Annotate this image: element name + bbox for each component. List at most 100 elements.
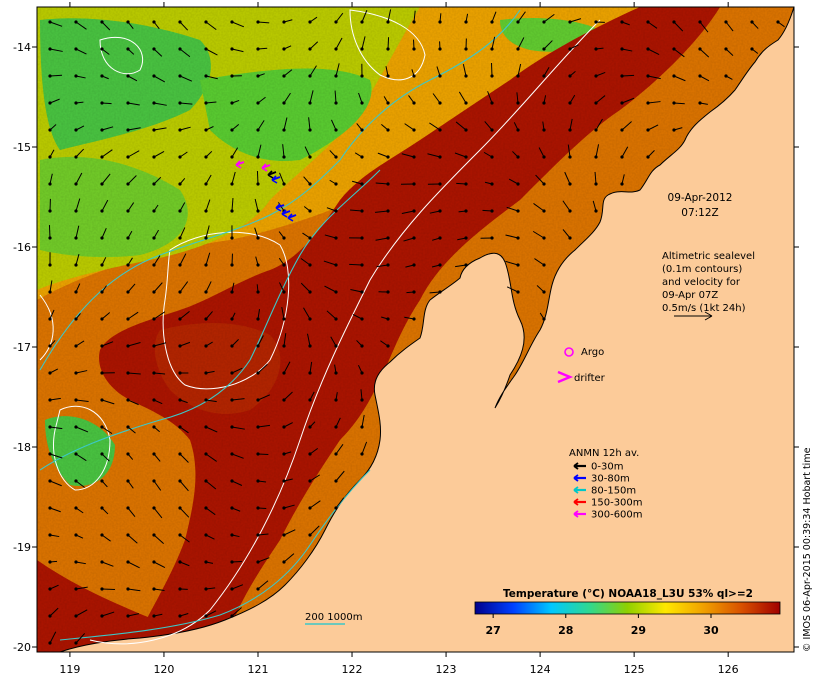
velocity-arrow-icon <box>412 39 416 51</box>
velocity-arrow-icon <box>282 69 293 78</box>
velocity-arrow-icon <box>74 370 88 375</box>
latitude-axis: -14 -15 -16 -17 -18 -19 -20 <box>13 41 799 654</box>
velocity-arrow-icon <box>126 150 140 159</box>
velocity-arrow-icon <box>48 584 59 591</box>
velocity-arrow-icon <box>568 44 579 51</box>
velocity-arrow-icon <box>646 20 658 29</box>
velocity-arrow-icon <box>256 73 265 78</box>
velocity-arrow-icon <box>646 74 661 80</box>
lon-tick-label: 121 <box>247 663 268 676</box>
mooring-arrow-icon <box>267 170 277 179</box>
velocity-arrow-icon <box>204 252 211 267</box>
velocity-arrow-icon <box>378 290 390 294</box>
velocity-arrow-icon <box>377 152 390 159</box>
velocity-arrow-icon <box>48 198 52 213</box>
velocity-arrow-icon <box>516 37 525 51</box>
velocity-arrow-icon <box>282 45 292 51</box>
velocity-arrow-icon <box>698 101 708 105</box>
velocity-arrow-icon <box>308 447 319 456</box>
velocity-arrow-icon <box>204 150 213 159</box>
velocity-arrow-icon <box>230 425 245 430</box>
colorbar-gradient <box>474 601 781 615</box>
velocity-arrow-icon <box>152 398 163 405</box>
velocity-arrow-icon <box>330 119 338 132</box>
velocity-arrow-icon <box>256 20 270 24</box>
velocity-arrow-icon <box>48 74 63 78</box>
velocity-arrow-icon <box>230 584 244 591</box>
lat-tick-label: -19 <box>13 541 31 554</box>
velocity-arrow-icon <box>230 147 239 159</box>
velocity-arrow-icon <box>672 101 685 105</box>
velocity-arrow-icon <box>126 533 138 544</box>
anmn-legend-item: 80-150m <box>573 486 636 497</box>
velocity-arrow-icon <box>594 144 600 159</box>
velocity-arrow-icon <box>178 47 191 58</box>
velocity-arrow-icon <box>152 255 161 267</box>
anmn-legend: ANMN 12h av. 0-30m30-80m80-150m150-300m3… <box>569 448 643 521</box>
velocity-arrow-icon <box>48 225 52 240</box>
lat-tick-label: -18 <box>13 441 31 454</box>
velocity-arrow-icon <box>152 101 167 106</box>
velocity-arrow-icon <box>204 479 217 490</box>
velocity-arrow-icon <box>403 236 416 242</box>
velocity-arrow-icon <box>100 479 108 488</box>
timestamp-date: 09-Apr-2012 <box>668 192 733 204</box>
velocity-arrow-icon <box>178 177 186 186</box>
velocity-arrow-icon <box>326 207 338 213</box>
velocity-arrow-icon <box>152 20 160 30</box>
velocity-arrow-icon <box>282 361 291 375</box>
velocity-arrow-icon <box>178 533 190 543</box>
velocity-arrow-icon <box>74 254 80 267</box>
velocity-arrow-icon <box>230 225 234 240</box>
contour-line <box>39 294 54 361</box>
lon-tick-label: 125 <box>624 663 645 676</box>
velocity-arrow-icon <box>178 202 186 213</box>
velocity-arrow-icon <box>178 281 189 294</box>
anmn-legend-label: 0-30m <box>591 462 623 473</box>
velocity-arrow-icon <box>256 506 267 510</box>
isobath-legend-label: 200 1000m <box>305 612 362 623</box>
velocity-arrow-icon <box>539 312 546 321</box>
altimetry-note: Altimetric sealevel (0.1m contours) and … <box>662 251 755 321</box>
velocity-arrow-icon <box>282 553 295 564</box>
velocity-arrow-icon <box>178 506 190 518</box>
velocity-arrow-icon <box>568 118 573 132</box>
velocity-arrow-icon <box>126 398 139 406</box>
velocity-arrow-icon <box>48 149 55 159</box>
velocity-arrow-icon <box>400 182 416 186</box>
velocity-arrow-icon <box>505 234 520 240</box>
velocity-arrow-icon <box>594 20 605 24</box>
velocity-arrow-icon <box>698 20 709 33</box>
velocity-arrow-icon <box>356 340 364 348</box>
velocity-arrow-icon <box>564 171 572 186</box>
velocity-arrow-icon <box>568 70 576 78</box>
anmn-legend-item: 0-30m <box>573 462 623 473</box>
velocity-arrow-icon <box>152 176 162 186</box>
velocity-arrow-icon <box>282 504 295 510</box>
velocity-arrow-icon <box>126 47 135 55</box>
velocity-arrow-icon <box>383 96 390 105</box>
velocity-arrow-icon <box>620 121 632 132</box>
velocity-arrow-icon <box>126 425 136 434</box>
velocity-arrow-icon <box>100 560 114 567</box>
velocity-arrow-icon <box>100 312 111 321</box>
velocity-arrow-icon <box>532 230 546 240</box>
velocity-arrow-icon <box>100 398 115 405</box>
isobath-line <box>39 169 381 471</box>
velocity-arrow-icon <box>308 41 319 51</box>
velocity-arrow-icon <box>386 9 392 24</box>
velocity-arrow-icon <box>48 425 63 430</box>
velocity-arrow-icon <box>568 18 582 24</box>
velocity-arrow-icon <box>100 47 110 55</box>
velocity-arrow-icon <box>360 36 366 51</box>
velocity-arrow-icon <box>256 479 267 483</box>
velocity-arrow-icon <box>100 371 115 375</box>
velocity-arrow-icon <box>126 257 133 267</box>
lon-tick-label: 122 <box>342 663 363 676</box>
velocity-arrow-icon <box>308 421 316 429</box>
velocity-arrow-icon <box>351 180 364 186</box>
velocity-arrow-icon <box>254 198 260 213</box>
velocity-arrow-icon <box>454 152 468 159</box>
scale-arrowhead-icon <box>704 311 713 321</box>
contour-line <box>162 231 290 390</box>
